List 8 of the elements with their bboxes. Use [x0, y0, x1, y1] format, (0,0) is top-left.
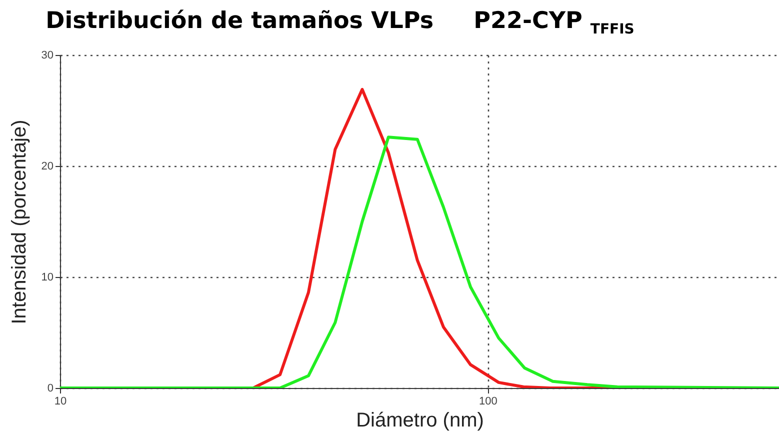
y-axis-title: Intensidad (porcentaje) [8, 120, 30, 324]
x-axis-title: Diámetro (nm) [356, 410, 484, 432]
y-tick-label: 20 [41, 160, 54, 172]
chart-title: Distribución de tamaños VLPs P22-CYP $_{TFFIS}$ [44, 8, 636, 38]
y-tick-label: 10 [41, 272, 54, 284]
y-tick-label: 30 [41, 50, 54, 62]
x-tick-label: 100 [478, 396, 498, 408]
y-tick-label: 0 [47, 382, 54, 394]
